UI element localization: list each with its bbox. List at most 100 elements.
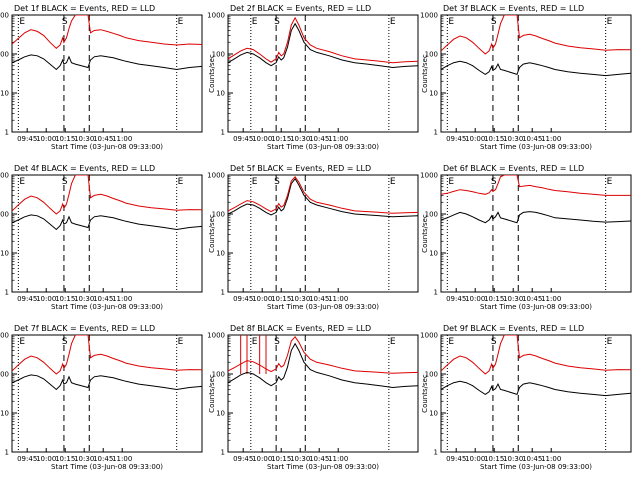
x-axis-label: Start Time (03-Jun-08 09:33:00) xyxy=(480,463,592,471)
marker-e-label: E xyxy=(390,17,396,27)
panel-1: Det 1f BLACK = Events, RED = LLD 1 10 100 10… xyxy=(0,4,203,151)
y-tick-label: 10 xyxy=(429,90,438,98)
plot-frame xyxy=(440,14,632,133)
x-axis-label: Start Time (03-Jun-08 09:33:00) xyxy=(267,463,379,471)
y-tick-label: 1000 xyxy=(0,172,9,180)
marker-e-label: E xyxy=(448,177,454,187)
x-axis-label: Start Time (03-Jun-08 09:33:00) xyxy=(480,303,592,311)
y-tick-label: 1 xyxy=(434,129,438,137)
plot-area xyxy=(441,15,631,132)
x-axis-label: Start Time (03-Jun-08 09:33:00) xyxy=(267,303,379,311)
x-axis-label: Start Time (03-Jun-08 09:33:00) xyxy=(480,143,592,151)
x-tick-label: 09:45 xyxy=(17,455,37,463)
x-tick-label: 10:30 xyxy=(290,295,310,303)
lld-series-line xyxy=(12,175,202,215)
x-tick-label: 10:15 xyxy=(55,455,75,463)
y-axis-label: Counts/sec xyxy=(208,374,216,413)
x-tick-label: 11:00 xyxy=(112,135,132,143)
marker-e-label: E xyxy=(252,337,258,347)
x-tick-label: 10:00 xyxy=(465,135,485,143)
panel-title: Det 7f BLACK = Events, RED = LLD xyxy=(14,324,155,333)
x-tick-label: 09:45 xyxy=(446,295,466,303)
marker-e-label: E xyxy=(607,337,613,347)
marker-s-label: S xyxy=(491,337,497,347)
x-tick-label: 11:00 xyxy=(541,135,561,143)
y-tick-label: 100 xyxy=(0,371,9,379)
marker-e-label: E xyxy=(607,177,613,187)
x-tick-label: 09:45 xyxy=(233,455,253,463)
x-tick-label: 10:45 xyxy=(93,295,113,303)
lld-series-line xyxy=(12,15,202,49)
x-tick-label: 10:30 xyxy=(74,295,94,303)
x-tick-label: 10:00 xyxy=(252,135,272,143)
plot-area xyxy=(12,175,202,292)
lld-series-line xyxy=(228,16,418,64)
y-tick-label: 10 xyxy=(0,250,9,258)
marker-e-label: E xyxy=(252,17,258,27)
y-tick-label: 1 xyxy=(434,449,438,457)
y-tick-label: 10 xyxy=(429,410,438,418)
plot-frame xyxy=(227,174,419,293)
y-tick-label: 100 xyxy=(212,371,225,379)
x-tick-label: 11:00 xyxy=(328,135,348,143)
x-tick-label: 10:00 xyxy=(36,135,56,143)
events-series-line xyxy=(228,342,418,389)
marker-e-label: E xyxy=(19,17,25,27)
x-tick-label: 10:00 xyxy=(252,295,272,303)
x-tick-label: 11:00 xyxy=(541,295,561,303)
events-series-line xyxy=(441,60,631,77)
x-axis-label: Start Time (03-Jun-08 09:33:00) xyxy=(51,143,163,151)
y-tick-label: 10 xyxy=(0,90,9,98)
x-tick-label: 09:45 xyxy=(233,135,253,143)
y-tick-label: 1 xyxy=(5,289,9,297)
plot-frame xyxy=(227,334,419,453)
plot-frame xyxy=(440,334,632,453)
x-tick-label: 10:15 xyxy=(271,295,291,303)
y-tick-label: 100 xyxy=(425,371,438,379)
x-tick-label: 09:45 xyxy=(446,135,466,143)
plot-frame xyxy=(11,334,203,453)
y-tick-label: 1 xyxy=(221,289,225,297)
lld-series-line xyxy=(441,15,631,55)
x-tick-label: 10:45 xyxy=(522,455,542,463)
plot-frame xyxy=(11,14,203,133)
x-tick-label: 10:00 xyxy=(252,455,272,463)
y-tick-label: 100 xyxy=(425,51,438,59)
marker-s-label: S xyxy=(491,17,497,27)
y-tick-label: 1 xyxy=(221,129,225,137)
x-tick-label: 11:00 xyxy=(328,455,348,463)
panel-6: Det 6f BLACK = Events, RED = LLD 1 10 100 10… xyxy=(420,164,632,311)
marker-s-label: S xyxy=(491,177,497,187)
y-tick-label: 1 xyxy=(5,129,9,137)
marker-s-label: S xyxy=(62,177,68,187)
marker-e-label: E xyxy=(252,177,258,187)
x-tick-label: 11:00 xyxy=(112,455,132,463)
panel-title: Det 2f BLACK = Events, RED = LLD xyxy=(230,4,371,13)
y-tick-label: 1000 xyxy=(420,172,438,180)
plot-area xyxy=(228,15,418,132)
x-tick-label: 10:30 xyxy=(503,455,523,463)
y-tick-label: 1000 xyxy=(420,332,438,340)
plot-area xyxy=(12,15,202,132)
x-tick-label: 10:45 xyxy=(522,135,542,143)
panel-4: Det 4f BLACK = Events, RED = LLD 1 10 100 10… xyxy=(0,164,203,311)
panel-7: Det 7f BLACK = Events, RED = LLD 1 10 100 10… xyxy=(0,324,203,471)
marker-e-label: E xyxy=(19,337,25,347)
y-axis-label: Counts/sec xyxy=(208,214,216,253)
panel-title: Det 4f BLACK = Events, RED = LLD xyxy=(14,164,155,173)
y-tick-label: 1000 xyxy=(420,12,438,20)
panel-9: Det 9f BLACK = Events, RED = LLD 1 10 100 10… xyxy=(420,324,632,471)
events-series-line xyxy=(441,380,631,397)
events-series-line xyxy=(12,374,202,391)
y-axis-label: Counts/sec xyxy=(421,214,429,253)
plot-area xyxy=(228,175,418,292)
y-tick-label: 1 xyxy=(221,449,225,457)
y-tick-label: 100 xyxy=(425,211,438,219)
x-axis-label: Start Time (03-Jun-08 09:33:00) xyxy=(51,303,163,311)
plot-frame xyxy=(11,174,203,293)
y-tick-label: 10 xyxy=(216,90,225,98)
x-tick-label: 10:15 xyxy=(271,135,291,143)
events-series-line xyxy=(441,211,631,224)
plot-frame xyxy=(227,14,419,133)
